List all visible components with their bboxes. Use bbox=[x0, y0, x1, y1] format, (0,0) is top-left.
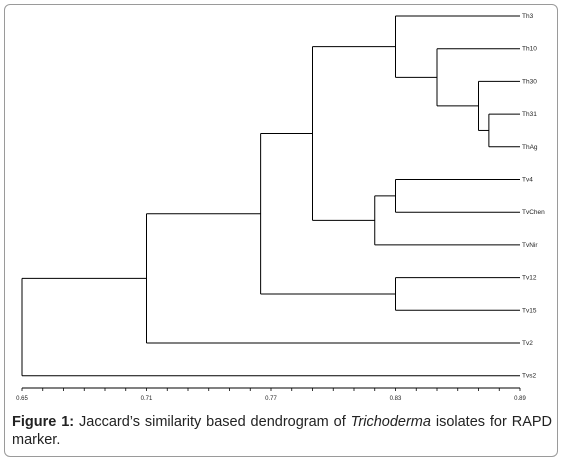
leaf-label-tvnir: TvNir bbox=[522, 242, 538, 249]
caption-text-1: Jaccard’s similarity based dendrogram of bbox=[74, 414, 351, 430]
axis-tick-label: 0.83 bbox=[390, 396, 402, 402]
caption-label: Figure 1: bbox=[12, 414, 75, 430]
axis-tick-label: 0.71 bbox=[141, 396, 153, 402]
axis-tick-label: 0.89 bbox=[514, 396, 526, 402]
caption-text-2: isolates for RAPD marker. bbox=[12, 414, 553, 448]
leaf-label-th31: Th31 bbox=[522, 111, 537, 118]
leaf-label-tvchen: TvChen bbox=[522, 209, 545, 216]
axis-tick-label: 0.77 bbox=[265, 396, 277, 402]
leaf-label-tv4: Tv4 bbox=[522, 177, 533, 184]
leaf-label-tv2: Tv2 bbox=[522, 340, 533, 347]
leaf-label-th10: Th10 bbox=[522, 46, 537, 53]
caption-genus: Trichoderma bbox=[350, 414, 431, 430]
leaf-label-th30: Th30 bbox=[522, 78, 537, 85]
leaf-label-tv12: Tv12 bbox=[522, 275, 537, 282]
leaf-label-th3: Th3 bbox=[522, 13, 534, 20]
figure-caption: Figure 1: Jaccard’s similarity based den… bbox=[12, 413, 552, 449]
leaf-label-tv15: Tv15 bbox=[522, 307, 537, 314]
leaf-label-thag: ThAg bbox=[522, 144, 538, 151]
axis-tick-label: 0.65 bbox=[16, 396, 28, 402]
figure-frame bbox=[4, 4, 558, 457]
leaf-label-tvs2: Tvs2 bbox=[522, 373, 536, 380]
